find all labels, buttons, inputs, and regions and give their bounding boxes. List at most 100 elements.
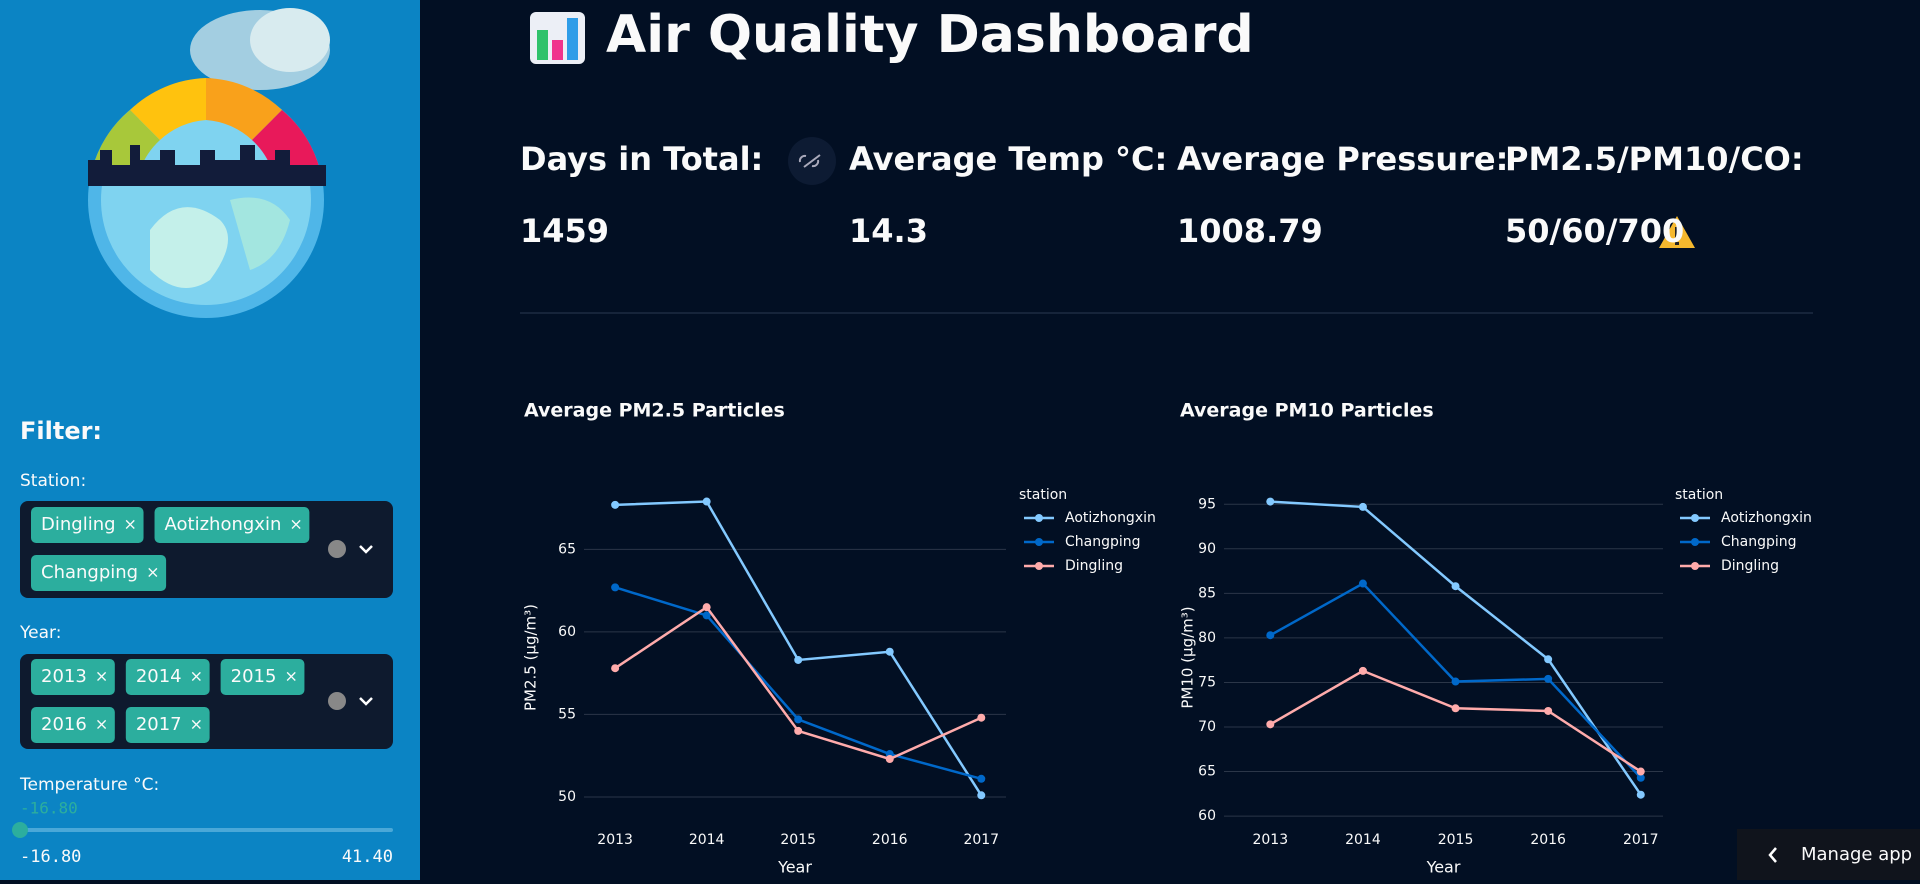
chip-label: 2013: [41, 666, 87, 687]
series-line: [614, 605, 982, 761]
data-point: [977, 713, 986, 722]
data-point: [702, 611, 711, 620]
y-axis-label: PM2.5 (µg/m³): [522, 604, 540, 711]
data-point: [794, 715, 803, 724]
chart-title: Average PM2.5 Particles: [524, 400, 785, 422]
chart-title: Average PM10 Particles: [1180, 400, 1434, 422]
legend-marker: [1691, 514, 1699, 522]
data-point: [1266, 631, 1275, 640]
warning-mark: [1675, 227, 1679, 239]
data-point: [1266, 497, 1275, 506]
chip[interactable]: [125, 659, 210, 695]
data-point: [1544, 655, 1553, 664]
data-point: [1636, 767, 1645, 776]
legend-title: station: [1019, 487, 1067, 503]
y-tick-label: 65: [1198, 764, 1216, 780]
legend-marker: [1035, 538, 1043, 546]
data-point: [1358, 502, 1367, 511]
chip[interactable]: [31, 507, 144, 543]
metric-value: 1459: [520, 212, 609, 250]
chip[interactable]: [220, 659, 305, 695]
chip[interactable]: [154, 507, 310, 543]
chip-remove: ×: [190, 667, 203, 686]
x-tick-label: 2014: [1345, 832, 1381, 848]
logo: [88, 8, 330, 318]
data-point: [1451, 704, 1460, 713]
y-tick-label: 55: [558, 706, 576, 722]
legend-marker: [1035, 562, 1043, 570]
warning-dot: [1675, 242, 1679, 245]
legend-label: Dingling: [1065, 558, 1123, 574]
legend-title: station: [1675, 487, 1723, 503]
x-tick-label: 2015: [780, 832, 816, 848]
x-tick-label: 2013: [1252, 832, 1288, 848]
data-point: [885, 647, 894, 656]
x-tick-label: 2014: [689, 832, 725, 848]
data-point: [702, 603, 711, 612]
legend-marker: [1035, 514, 1043, 522]
data-point: [1266, 720, 1275, 729]
manage-app[interactable]: [1737, 829, 1920, 880]
year-label: Year:: [19, 623, 61, 643]
series-line: [1269, 669, 1642, 773]
metric-label: PM2.5/PM10/CO:: [1505, 140, 1804, 178]
chip-remove: ×: [146, 563, 159, 582]
x-axis-label: Year: [777, 858, 812, 877]
y-tick-label: 90: [1198, 541, 1216, 557]
data-point: [1544, 706, 1553, 715]
filter-heading: Filter:: [20, 417, 102, 445]
chip-remove: ×: [95, 715, 108, 734]
metric-value: 14.3: [849, 212, 928, 250]
chip[interactable]: [31, 659, 115, 695]
slider-track[interactable]: [20, 828, 393, 832]
data-point: [611, 583, 620, 592]
legend-label: Changping: [1065, 534, 1141, 550]
data-point: [1358, 579, 1367, 588]
y-tick-label: 70: [1198, 719, 1216, 735]
chip[interactable]: [31, 707, 115, 743]
data-point: [1358, 666, 1367, 675]
y-tick-label: 50: [558, 789, 576, 805]
metric-label: Average Pressure:: [1177, 140, 1508, 178]
x-tick-label: 2016: [872, 832, 908, 848]
legend-label: Dingling: [1721, 558, 1779, 574]
chip-remove: ×: [124, 515, 137, 534]
chip[interactable]: [31, 555, 167, 591]
chip-label: 2015: [231, 666, 277, 687]
legend-marker: [1691, 538, 1699, 546]
series-line: [615, 500, 983, 796]
manage-app-icon: [1768, 847, 1777, 863]
y-tick-label: 80: [1198, 630, 1216, 646]
clear-icons: [328, 540, 346, 710]
data-point: [1636, 790, 1645, 799]
chip-remove: ×: [284, 667, 297, 686]
page-title: Air Quality Dashboard: [606, 5, 1254, 65]
data-point: [1451, 582, 1460, 591]
data-point: [885, 754, 894, 763]
y-tick-label: 65: [558, 541, 576, 557]
station-label: Station:: [20, 471, 86, 491]
data-point: [1636, 773, 1645, 782]
data-point: [702, 497, 711, 506]
data-point: [611, 500, 620, 509]
metric-label: Average Temp °C:: [849, 140, 1167, 178]
data-point: [1451, 677, 1460, 686]
x-tick-label: 2015: [1438, 832, 1474, 848]
chip-label: Aotizhongxin: [165, 514, 282, 535]
y-tick-label: 60: [1198, 808, 1216, 824]
x-tick-label: 2013: [597, 832, 633, 848]
chip-label: 2014: [136, 666, 182, 687]
x-tick-label: 2017: [963, 832, 999, 848]
x-axis-label: Year: [1426, 858, 1461, 877]
x-tick-label: 2017: [1623, 832, 1659, 848]
temperature-value: -16.80: [20, 799, 78, 818]
title-icon: [530, 12, 585, 64]
chip-label: 2017: [136, 714, 182, 735]
chip-label: 2016: [41, 714, 87, 735]
chip[interactable]: [125, 707, 210, 743]
slider-knob[interactable]: [12, 822, 28, 838]
legend-label: Aotizhongxin: [1065, 510, 1156, 526]
y-axis-label: PM10 (µg/m³): [1179, 606, 1197, 708]
